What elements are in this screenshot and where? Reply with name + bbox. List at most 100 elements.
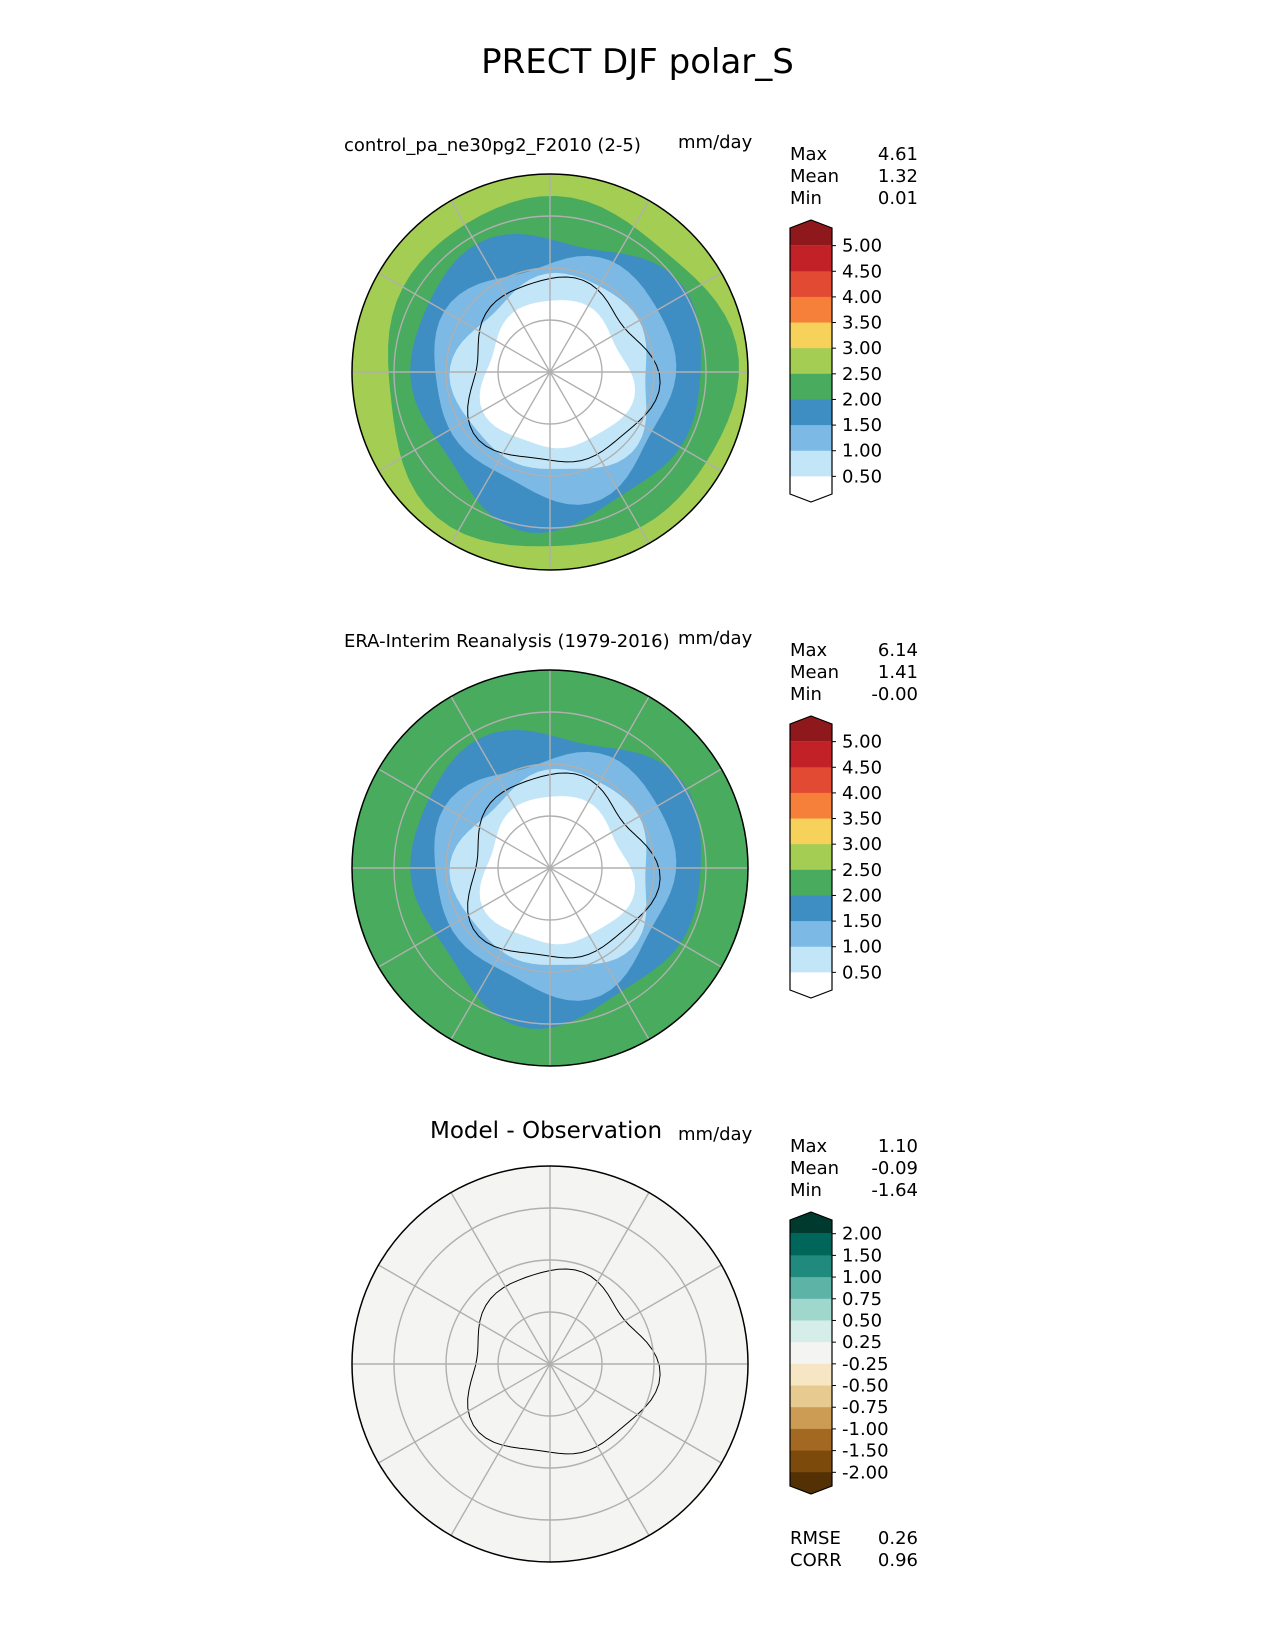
colorbar-segment <box>790 1277 832 1300</box>
figure-title: PRECT DJF polar_S <box>481 42 794 82</box>
units-label: mm/day <box>678 132 753 153</box>
colorbar-tick-label: 3.50 <box>842 809 882 830</box>
colorbar-segment <box>790 1428 832 1452</box>
colorbar-segment <box>790 1363 832 1387</box>
polar-map <box>351 669 749 1067</box>
stat-value: 1.41 <box>877 662 918 683</box>
metric-label: CORR <box>790 1550 842 1571</box>
stat-value: 1.32 <box>877 166 918 187</box>
colorbar-segment <box>790 1385 832 1408</box>
metric-label: RMSE <box>790 1528 841 1549</box>
metric-value: 0.26 <box>877 1528 918 1549</box>
map-band <box>479 796 636 945</box>
map-band <box>479 1292 636 1441</box>
metric-value: 0.96 <box>877 1550 918 1571</box>
colorbar-segment <box>790 348 832 375</box>
map-boundary <box>351 173 749 571</box>
colorbar-extend-top <box>790 220 832 246</box>
panel-model: control_pa_ne30pg2_F2010 (2-5) mm/day Ma… <box>0 132 1275 612</box>
colorbar-tick-label: 4.50 <box>842 757 882 778</box>
colorbar-tick-label: 3.00 <box>842 834 882 855</box>
stat-label: Max <box>790 1136 828 1157</box>
colorbar-tick-label: 5.00 <box>842 732 882 753</box>
colorbar-tick-label: -0.25 <box>842 1354 889 1375</box>
stats-box: Max 6.14 Mean 1.41 Min -0.00 <box>790 640 918 706</box>
colorbar-segment <box>790 1320 832 1343</box>
colorbar-extend-top <box>790 1212 832 1234</box>
colorbar-tick-label: 1.50 <box>842 911 882 932</box>
stat-value: -0.00 <box>871 684 918 705</box>
colorbar-tick-label: 0.25 <box>842 1332 882 1353</box>
colorbar-tick-label: 4.50 <box>842 261 882 282</box>
meridian-line <box>378 272 722 472</box>
colorbar-segment <box>790 1298 832 1321</box>
colorbar-segment <box>790 296 832 324</box>
colorbar-segment <box>790 1255 832 1278</box>
map-boundary <box>351 1165 749 1563</box>
colorbar-segment <box>790 767 832 794</box>
units-label: mm/day <box>678 628 753 649</box>
colorbar-tick-label: 2.00 <box>842 885 882 906</box>
colorbar-tick-label: 0.50 <box>842 1310 882 1331</box>
colorbar-segment <box>790 1450 832 1473</box>
colorbar-segment <box>790 921 832 948</box>
colorbar: 5.00 4.50 4.00 3.50 3.00 2.50 2.00 1.50 1.00 0.50 <box>789 219 882 503</box>
colorbar-segment <box>790 322 832 349</box>
colorbar-tick-label: 0.50 <box>842 962 882 983</box>
panel-diff: Model - Observation mm/day Max 1.10 Mean -… <box>0 1118 1275 1604</box>
colorbar-tick-label: 1.50 <box>842 415 882 436</box>
colorbar-extend-bottom <box>790 476 832 502</box>
stat-label: Min <box>790 188 822 209</box>
stat-label: Min <box>790 684 822 705</box>
colorbar-tick-label: 5.00 <box>842 236 882 257</box>
colorbar-tick-label: 0.75 <box>842 1289 882 1310</box>
colorbar-tick-label: 3.00 <box>842 338 882 359</box>
panel-obs: ERA-Interim Reanalysis (1979-2016) mm/da… <box>0 628 1275 1108</box>
colorbar-segment <box>790 741 832 768</box>
polar-map <box>351 1165 749 1563</box>
colorbar-segment <box>790 450 832 477</box>
stat-value: 0.01 <box>877 188 918 209</box>
colorbar: 2.001.501.000.750.500.25-0.25-0.50-0.75-… <box>789 1211 889 1495</box>
colorbar-tick-label: -1.00 <box>842 1419 889 1440</box>
colorbar-extend-bottom <box>790 972 832 998</box>
colorbar-segment <box>790 425 832 452</box>
colorbar-extend-bottom <box>790 1472 832 1494</box>
colorbar-extend-top <box>790 716 832 742</box>
colorbar-tick-label: 4.00 <box>842 783 882 804</box>
colorbar-outline <box>789 1211 833 1495</box>
colorbar-segment <box>790 271 832 298</box>
stat-value: 1.10 <box>877 1136 918 1157</box>
colorbar-segment <box>790 1342 832 1365</box>
stat-label: Max <box>790 144 828 165</box>
map-band <box>479 300 636 449</box>
units-label: mm/day <box>678 1124 753 1145</box>
colorbar-tick-label: 2.00 <box>842 389 882 410</box>
stat-label: Min <box>790 1180 822 1201</box>
colorbar-tick-label: 3.50 <box>842 313 882 334</box>
colorbar-tick-label: -0.50 <box>842 1376 889 1397</box>
colorbar: 5.00 4.50 4.00 3.50 3.00 2.50 2.00 1.50 1.00 0.50 <box>789 715 882 999</box>
stat-value: -1.64 <box>871 1180 918 1201</box>
stat-value: -0.09 <box>871 1158 918 1179</box>
colorbar-tick-label: -1.50 <box>842 1441 889 1462</box>
colorbar-segment <box>790 1233 832 1256</box>
colorbar-tick-label: -0.75 <box>842 1397 889 1418</box>
colorbar-segment <box>790 1407 832 1430</box>
colorbar-tick-label: -2.00 <box>842 1462 889 1483</box>
stat-label: Max <box>790 640 828 661</box>
panel-title: Model - Observation <box>430 1118 663 1144</box>
coastline <box>467 772 661 959</box>
colorbar-tick-label: 1.00 <box>842 937 882 958</box>
stat-value: 4.61 <box>877 144 918 165</box>
colorbar-segment <box>790 844 832 871</box>
colorbar-segment <box>790 245 832 272</box>
coastline <box>467 1268 661 1455</box>
coastline <box>467 276 661 463</box>
stat-label: Mean <box>790 662 840 683</box>
colorbar-segment <box>790 792 832 820</box>
stat-label: Mean <box>790 166 840 187</box>
polar-map <box>351 173 749 571</box>
colorbar-segment <box>790 869 832 896</box>
stats-box: Max 4.61 Mean 1.32 Min 0.01 <box>790 144 918 210</box>
